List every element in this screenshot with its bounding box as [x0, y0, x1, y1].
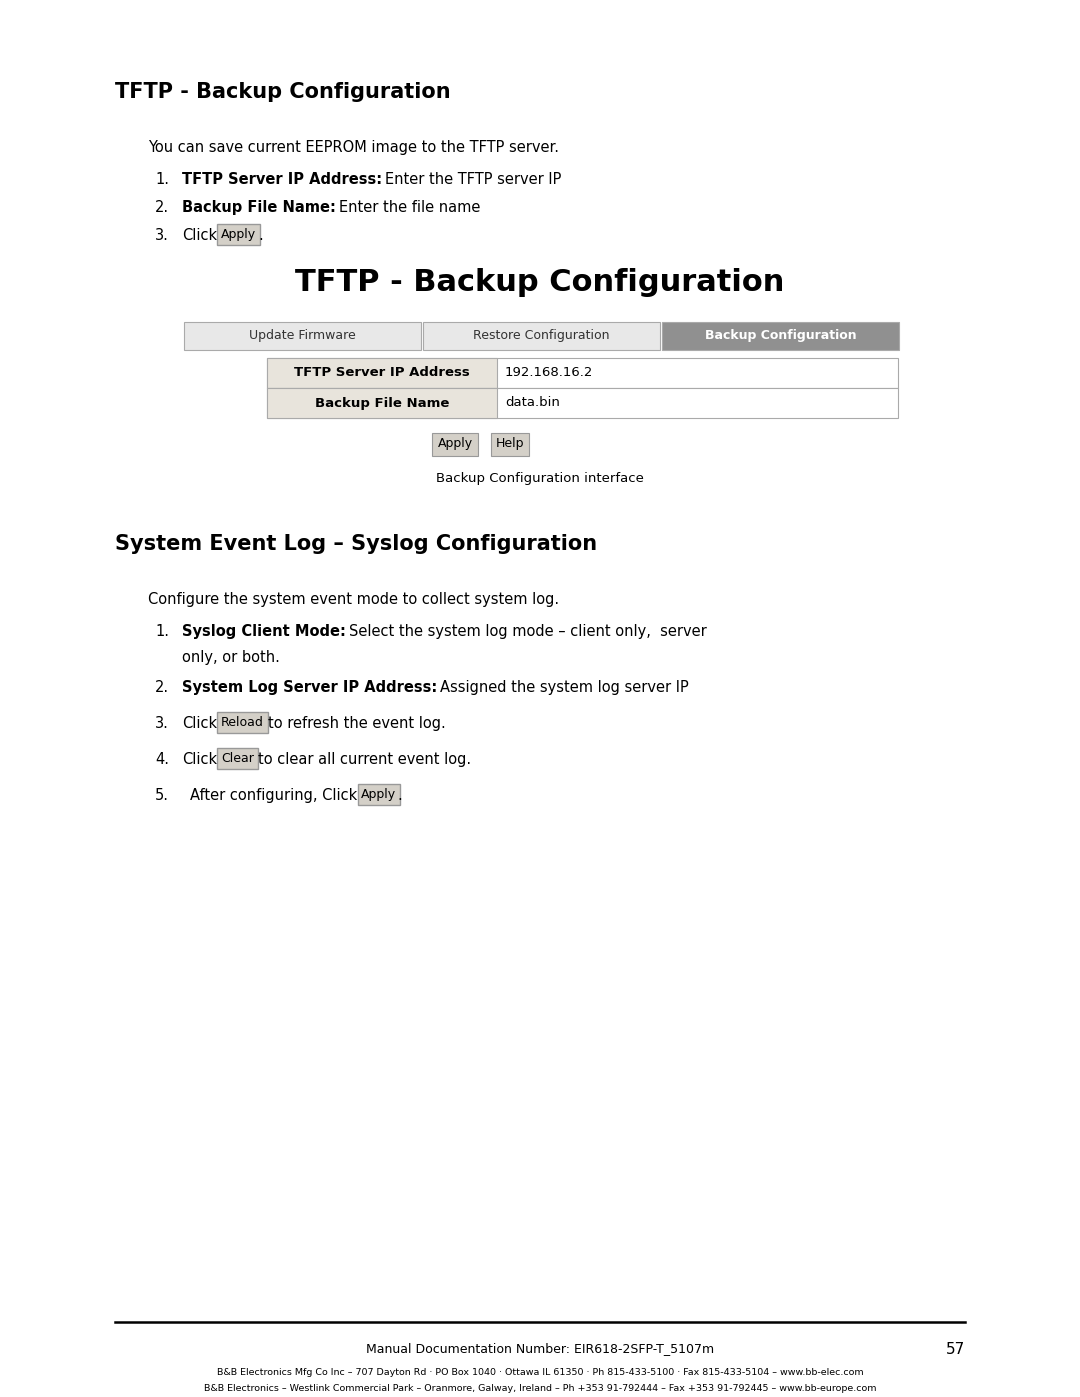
Text: After configuring, Click: After configuring, Click [190, 788, 357, 803]
Text: TFTP - Backup Configuration: TFTP - Backup Configuration [114, 82, 450, 102]
Text: System Event Log – Syslog Configuration: System Event Log – Syslog Configuration [114, 534, 597, 555]
Text: 2.: 2. [156, 680, 170, 694]
Text: Click: Click [183, 752, 217, 767]
Text: Apply: Apply [361, 788, 396, 800]
Text: Click: Click [183, 228, 217, 243]
Text: to clear all current event log.: to clear all current event log. [258, 752, 471, 767]
Text: Backup File Name: Backup File Name [314, 397, 449, 409]
Text: Backup File Name:: Backup File Name: [183, 200, 336, 215]
Text: TFTP - Backup Configuration: TFTP - Backup Configuration [295, 268, 785, 298]
Text: 1.: 1. [156, 172, 168, 187]
Text: Reload: Reload [221, 717, 264, 729]
Text: 4.: 4. [156, 752, 168, 767]
Bar [423, 321, 660, 351]
Bar [662, 321, 899, 351]
Text: Enter the file name: Enter the file name [339, 200, 481, 215]
Text: 57: 57 [946, 1343, 966, 1356]
Text: 192.168.16.2: 192.168.16.2 [505, 366, 593, 380]
Text: data.bin: data.bin [505, 397, 559, 409]
Bar [184, 321, 421, 351]
Text: 2.: 2. [156, 200, 170, 215]
Text: Apply: Apply [221, 228, 256, 242]
Text: Backup Configuration interface: Backup Configuration interface [436, 472, 644, 485]
Text: 3.: 3. [156, 717, 168, 731]
Text: Click: Click [183, 717, 217, 731]
Bar [267, 358, 497, 388]
Bar [267, 388, 497, 418]
Text: Manual Documentation Number: EIR618-2SFP-T_5107m: Manual Documentation Number: EIR618-2SFP… [366, 1343, 714, 1355]
Text: Backup Configuration: Backup Configuration [704, 330, 856, 342]
Text: Update Firmware: Update Firmware [249, 330, 356, 342]
Text: Help: Help [496, 437, 524, 450]
Text: only, or both.: only, or both. [183, 650, 280, 665]
Text: Select the system log mode – client only,  server: Select the system log mode – client only… [349, 624, 706, 638]
Text: B&B Electronics Mfg Co Inc – 707 Dayton Rd · PO Box 1040 · Ottawa IL 61350 · Ph : B&B Electronics Mfg Co Inc – 707 Dayton … [217, 1368, 863, 1377]
Text: Clear: Clear [221, 752, 254, 766]
Text: System Log Server IP Address:: System Log Server IP Address: [183, 680, 437, 694]
Text: TFTP Server IP Address: TFTP Server IP Address [294, 366, 470, 380]
Bar [267, 358, 897, 388]
Text: 3.: 3. [156, 228, 168, 243]
Text: You can save current EEPROM image to the TFTP server.: You can save current EEPROM image to the… [148, 140, 559, 155]
Text: Apply: Apply [437, 437, 473, 450]
Text: Restore Configuration: Restore Configuration [473, 330, 610, 342]
Text: 5.: 5. [156, 788, 168, 803]
Text: Enter the TFTP server IP: Enter the TFTP server IP [386, 172, 562, 187]
Text: TFTP Server IP Address:: TFTP Server IP Address: [183, 172, 382, 187]
Text: .: . [258, 228, 264, 243]
Text: .: . [397, 788, 402, 803]
Text: 1.: 1. [156, 624, 168, 638]
Text: Syslog Client Mode:: Syslog Client Mode: [183, 624, 346, 638]
Bar [267, 388, 897, 418]
Text: to refresh the event log.: to refresh the event log. [268, 717, 446, 731]
Text: Assigned the system log server IP: Assigned the system log server IP [441, 680, 689, 694]
Text: Configure the system event mode to collect system log.: Configure the system event mode to colle… [148, 592, 559, 608]
Text: B&B Electronics – Westlink Commercial Park – Oranmore, Galway, Ireland – Ph +353: B&B Electronics – Westlink Commercial Pa… [204, 1384, 876, 1393]
